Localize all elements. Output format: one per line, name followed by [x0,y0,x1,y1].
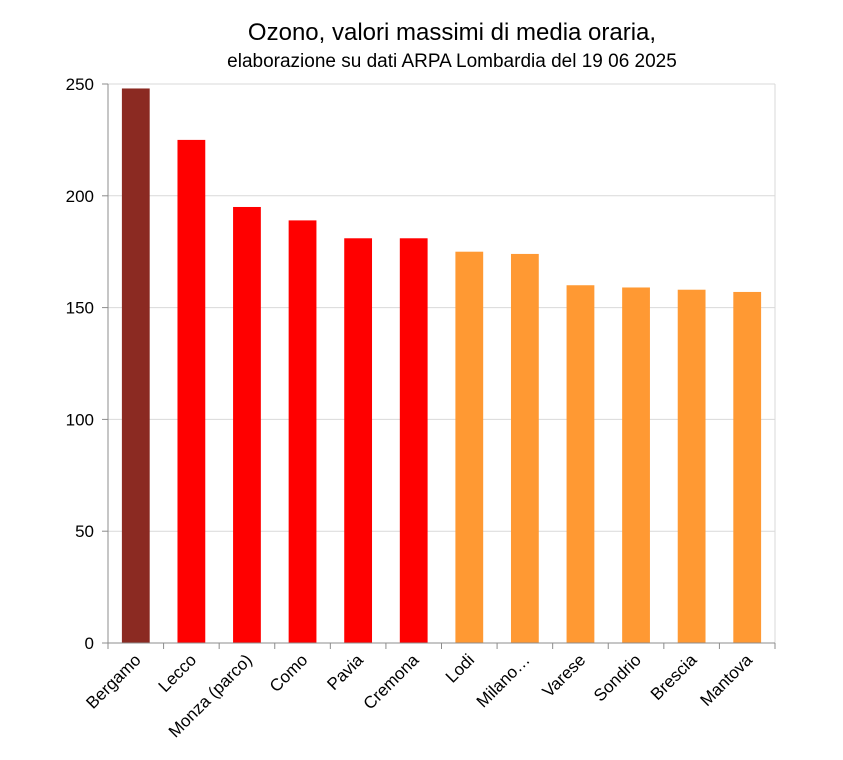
x-category-label: Milano… [473,650,534,711]
bar-11 [733,291,762,643]
bars [121,88,762,644]
x-category-label: Lodi [442,650,478,686]
x-category-label: Cremona [360,650,423,713]
x-category-label: Pavia [323,650,367,694]
axes [102,83,776,649]
bar-8 [566,285,595,643]
chart-title: Ozono, valori massimi di media oraria, [248,19,656,46]
x-category-label: Brescia [647,650,701,704]
gridlines [108,83,776,643]
y-tick-label: 150 [66,299,94,318]
x-category-label: Varese [539,650,590,701]
bar-6 [455,251,484,643]
bar-0 [121,88,150,644]
bar-4 [344,238,373,643]
x-category-label: Mantova [696,650,756,710]
x-category-label: Sondrio [590,650,645,705]
bar-9 [622,287,650,643]
bar-10 [677,289,706,643]
x-category-label: Bergamo [82,650,144,712]
bar-5 [399,238,428,643]
y-tick-label: 50 [75,522,94,541]
y-tick-label: 250 [66,75,94,94]
x-category-label: Como [266,650,312,696]
y-tick-label: 0 [85,634,94,653]
chart-subtitle: elaborazione su dati ARPA Lombardia del … [227,51,677,72]
x-category-label: Lecco [155,650,201,696]
bar-2 [233,206,261,644]
bar-7 [510,253,539,643]
bar-1 [177,139,206,643]
y-tick-label: 100 [66,410,94,429]
bar-3 [288,220,317,643]
y-tick-label: 200 [66,187,94,206]
y-tick-labels: 0 50 100 150 200 250 [66,75,94,653]
